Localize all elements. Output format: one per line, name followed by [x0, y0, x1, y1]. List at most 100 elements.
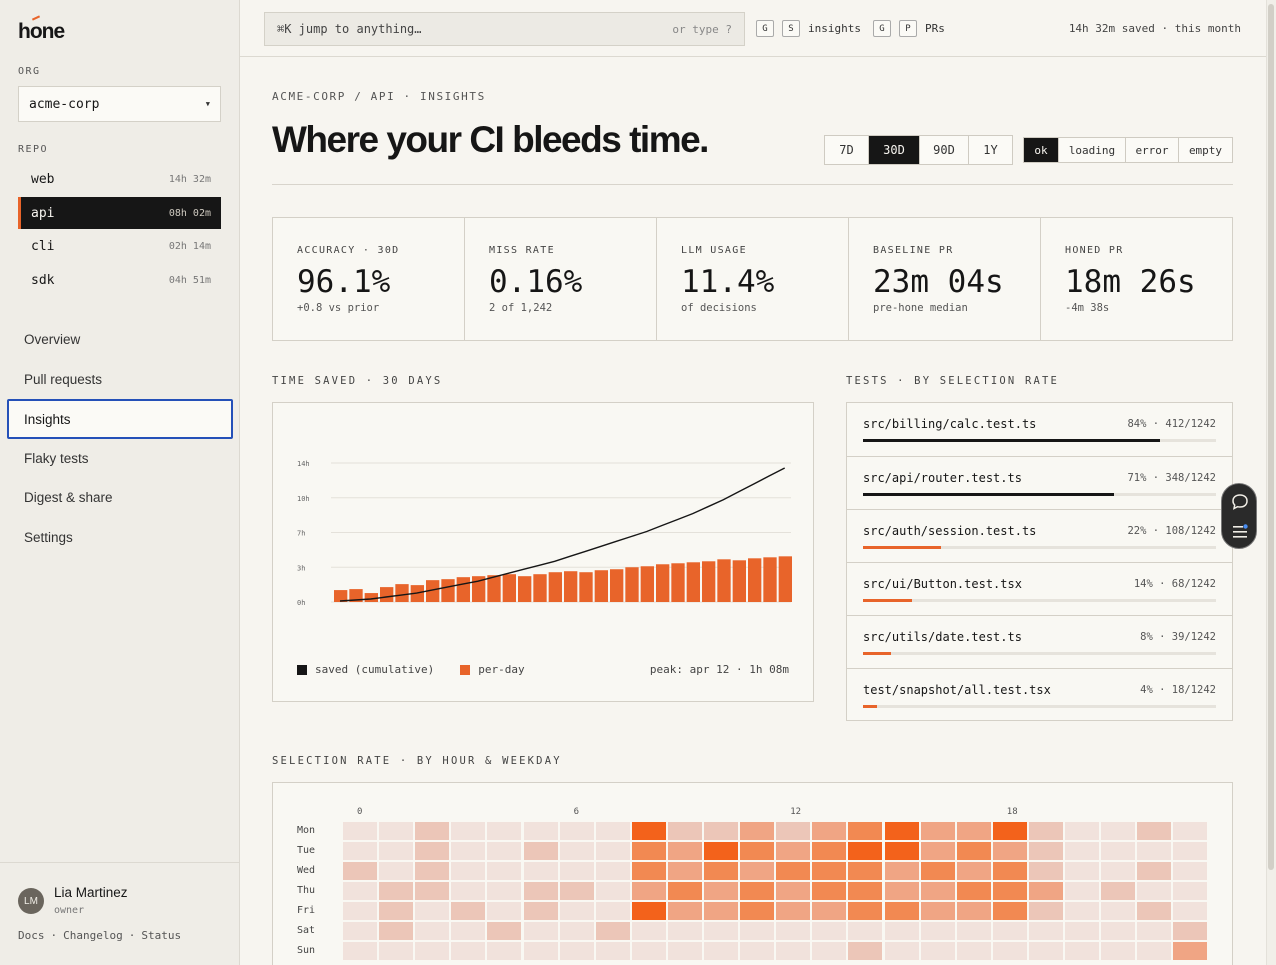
heatmap-cell[interactable] — [559, 902, 594, 920]
heatmap-cell[interactable] — [379, 922, 414, 940]
repo-item-cli[interactable]: cli 02h 14m — [18, 230, 221, 262]
test-row[interactable]: test/snapshot/all.test.tsx 4% · 18/1242 — [847, 668, 1232, 721]
heatmap-cell[interactable] — [631, 902, 666, 920]
heatmap-cell[interactable] — [595, 862, 630, 880]
heatmap-cell[interactable] — [1028, 862, 1063, 880]
heatmap-cell[interactable] — [451, 942, 486, 960]
list-icon[interactable] — [1231, 523, 1249, 541]
heatmap-cell[interactable] — [559, 862, 594, 880]
heatmap-cell[interactable] — [992, 862, 1027, 880]
range-7d[interactable]: 7D — [839, 143, 854, 157]
heatmap-cell[interactable] — [595, 822, 630, 840]
heatmap-cell[interactable] — [595, 942, 630, 960]
heatmap-cell[interactable] — [667, 942, 702, 960]
heatmap-cell[interactable] — [740, 822, 775, 840]
bar-per-day[interactable] — [640, 566, 654, 602]
heatmap-cell[interactable] — [343, 822, 377, 840]
heatmap-cell[interactable] — [343, 862, 377, 880]
heatmap-cell[interactable] — [631, 882, 666, 900]
heatmap-cell[interactable] — [992, 822, 1027, 840]
chat-icon[interactable] — [1230, 492, 1250, 512]
heatmap-cell[interactable] — [559, 882, 594, 900]
heatmap-cell[interactable] — [812, 822, 847, 840]
bar-per-day[interactable] — [364, 593, 378, 602]
range-90d[interactable]: 90D — [919, 136, 968, 164]
heatmap-cell[interactable] — [956, 902, 991, 920]
heatmap-cell[interactable] — [667, 862, 702, 880]
heatmap-cell[interactable] — [631, 942, 666, 960]
bar-per-day[interactable] — [778, 556, 792, 602]
heatmap-cell[interactable] — [884, 862, 919, 880]
heatmap-cell[interactable] — [920, 862, 955, 880]
heatmap-cell[interactable] — [956, 862, 991, 880]
heatmap-cell[interactable] — [487, 902, 522, 920]
heatmap-cell[interactable] — [776, 842, 811, 860]
bar-per-day[interactable] — [594, 570, 608, 602]
heatmap-cell[interactable] — [523, 882, 558, 900]
heatmap-cell[interactable] — [884, 902, 919, 920]
bar-per-day[interactable] — [686, 562, 700, 602]
heatmap-cell[interactable] — [379, 822, 414, 840]
bar-per-day[interactable] — [717, 559, 731, 602]
heatmap-cell[interactable] — [523, 902, 558, 920]
repo-item-api[interactable]: api 08h 02m — [18, 197, 221, 229]
test-row[interactable]: src/ui/Button.test.tsx 14% · 68/1242 — [847, 562, 1232, 615]
heatmap-cell[interactable] — [523, 922, 558, 940]
heatmap-cell[interactable] — [884, 822, 919, 840]
heatmap-cell[interactable] — [704, 922, 738, 940]
heatmap-cell[interactable] — [559, 822, 594, 840]
shortcut-label-prs[interactable]: PRs — [925, 22, 945, 35]
heatmap-cell[interactable] — [956, 842, 991, 860]
heatmap-cell[interactable] — [415, 942, 450, 960]
heatmap-cell[interactable] — [848, 902, 883, 920]
heatmap-cell[interactable] — [1101, 882, 1136, 900]
heatmap-cell[interactable] — [812, 902, 847, 920]
heatmap-cell[interactable] — [920, 882, 955, 900]
nav-settings[interactable]: Settings — [24, 529, 73, 545]
nav-flaky-tests[interactable]: Flaky tests — [24, 450, 89, 466]
heatmap-cell[interactable] — [1065, 942, 1099, 960]
heatmap-cell[interactable] — [415, 862, 450, 880]
heatmap-cell[interactable] — [1065, 902, 1099, 920]
heatmap-cell[interactable] — [415, 822, 450, 840]
scrollbar-thumb[interactable] — [1268, 4, 1274, 870]
heatmap-cell[interactable] — [451, 882, 486, 900]
repo-item-web[interactable]: web 14h 32m — [18, 163, 221, 195]
heatmap-cell[interactable] — [559, 922, 594, 940]
heatmap-cell[interactable] — [451, 842, 486, 860]
heatmap-cell[interactable] — [920, 842, 955, 860]
heatmap-cell[interactable] — [559, 842, 594, 860]
heatmap-cell[interactable] — [848, 922, 883, 940]
heatmap-cell[interactable] — [667, 842, 702, 860]
heatmap-cell[interactable] — [848, 942, 883, 960]
heatmap-cell[interactable] — [704, 862, 738, 880]
heatmap-cell[interactable] — [740, 862, 775, 880]
heatmap-cell[interactable] — [812, 942, 847, 960]
heatmap-cell[interactable] — [776, 822, 811, 840]
heatmap-cell[interactable] — [1101, 922, 1136, 940]
bar-per-day[interactable] — [395, 584, 409, 602]
heatmap-cell[interactable] — [1065, 842, 1099, 860]
heatmap-cell[interactable] — [451, 862, 486, 880]
state-empty[interactable]: empty — [1178, 138, 1232, 162]
heatmap-cell[interactable] — [1028, 842, 1063, 860]
heatmap-cell[interactable] — [451, 902, 486, 920]
heatmap-cell[interactable] — [740, 922, 775, 940]
heatmap-cell[interactable] — [884, 922, 919, 940]
heatmap-cell[interactable] — [812, 882, 847, 900]
bar-per-day[interactable] — [533, 574, 547, 602]
bar-per-day[interactable] — [334, 590, 348, 602]
heatmap-cell[interactable] — [704, 822, 738, 840]
heatmap-cell[interactable] — [487, 822, 522, 840]
bar-per-day[interactable] — [349, 589, 363, 602]
heatmap-cell[interactable] — [776, 862, 811, 880]
bar-per-day[interactable] — [763, 557, 777, 602]
heatmap-cell[interactable] — [848, 882, 883, 900]
heatmap-cell[interactable] — [595, 902, 630, 920]
heatmap-cell[interactable] — [1101, 842, 1136, 860]
heatmap-cell[interactable] — [992, 942, 1027, 960]
heatmap-cell[interactable] — [1173, 922, 1208, 940]
heatmap-cell[interactable] — [379, 862, 414, 880]
heatmap-cell[interactable] — [884, 942, 919, 960]
bar-per-day[interactable] — [441, 579, 455, 602]
